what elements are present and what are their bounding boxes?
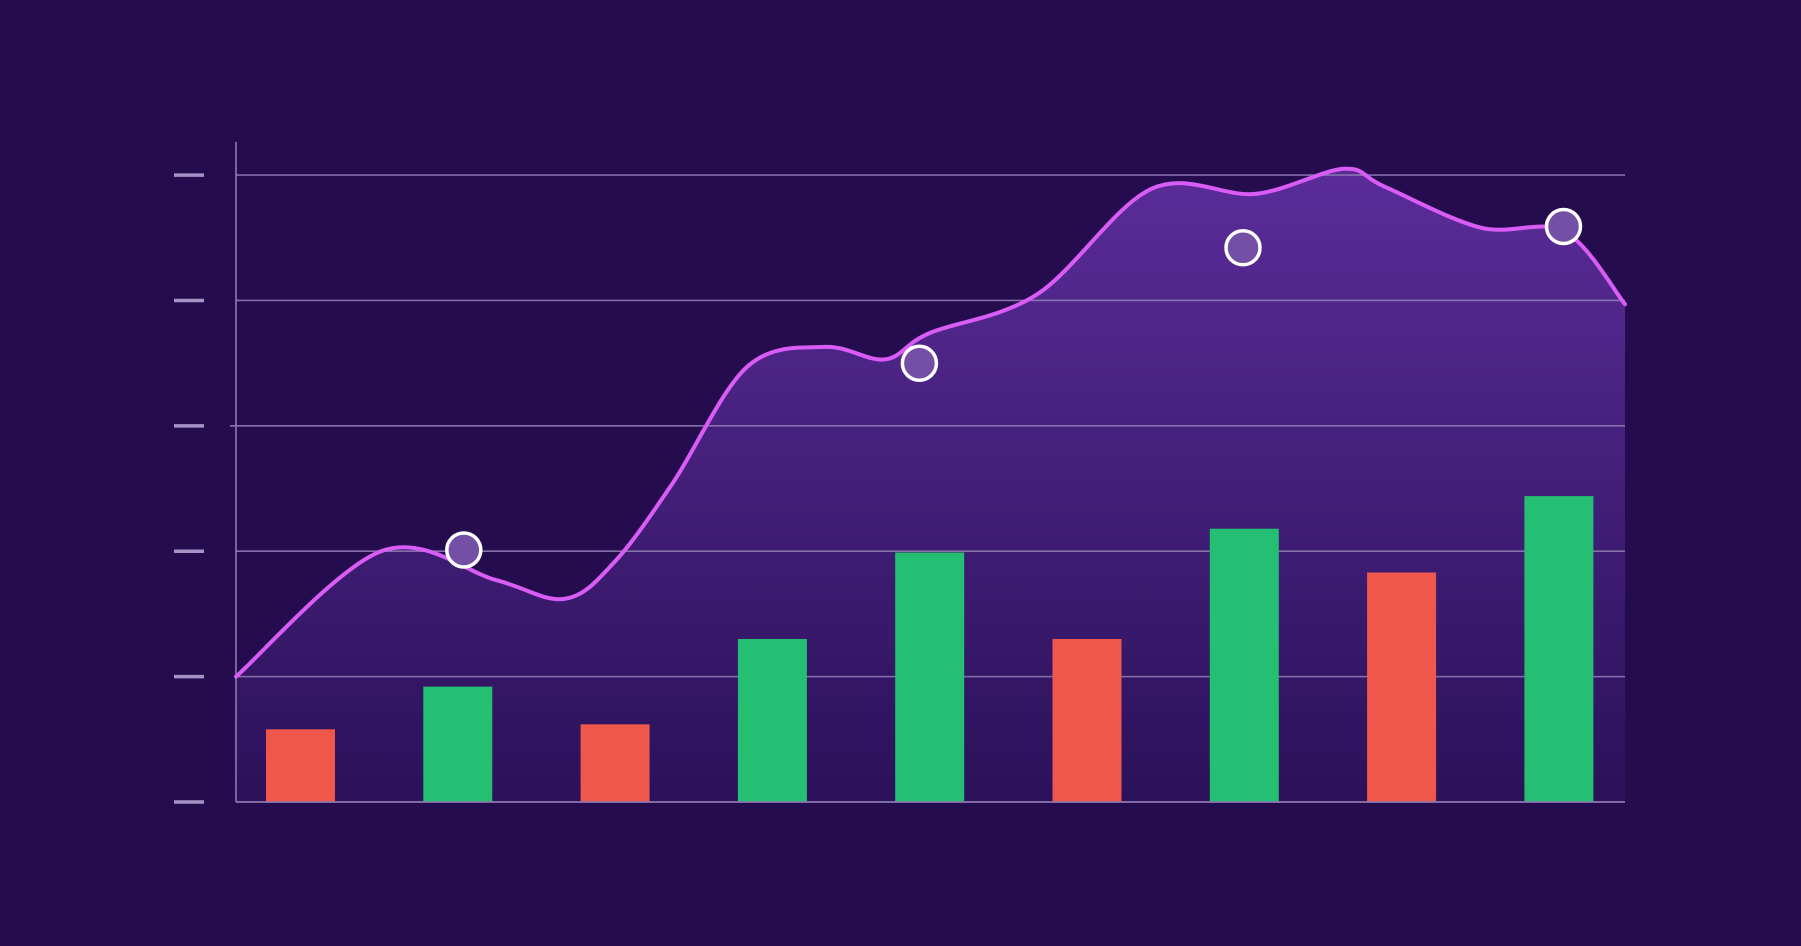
bar-2 [423,686,493,802]
bar-5 [895,552,965,802]
bar-8 [1367,572,1437,802]
line-marker-3 [1224,229,1262,267]
bar-1 [266,729,335,802]
bar-6 [1052,639,1122,802]
bar-7 [1209,528,1279,802]
line-marker-2 [900,344,939,382]
bar-4 [737,639,807,802]
series-line [234,166,1627,679]
line-marker-1 [445,531,483,569]
line-marker-4 [1544,207,1583,246]
bar-9 [1524,496,1594,802]
bar-3 [580,724,650,802]
